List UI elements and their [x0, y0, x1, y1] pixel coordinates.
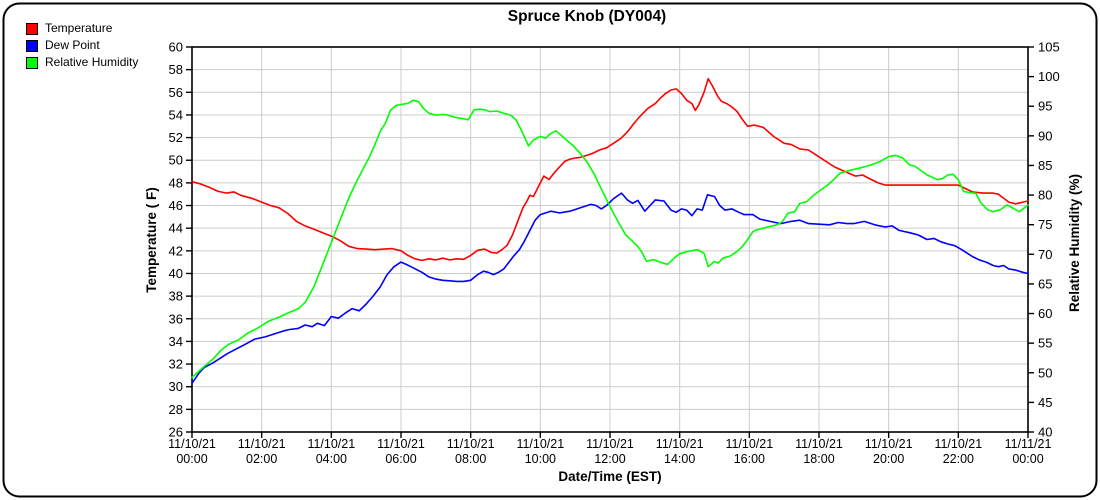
- x-tick-time: 18:00: [803, 452, 834, 466]
- y-left-tick-label: 34: [169, 334, 183, 349]
- chart-title: Spruce Knob (DY004): [508, 8, 666, 25]
- y-right-tick-label: 80: [1038, 188, 1052, 203]
- x-tick-time: 10:00: [525, 452, 556, 466]
- y-left-tick-label: 30: [169, 379, 183, 394]
- y-right-tick-label: 40: [1038, 425, 1052, 440]
- relative-humidity-swatch: [26, 56, 38, 69]
- x-tick-date: 11/10/21: [795, 437, 843, 451]
- x-tick-time: 00:00: [1012, 452, 1043, 466]
- x-tick-date: 11/10/21: [238, 437, 286, 451]
- x-axis-title: Date/Time (EST): [558, 469, 661, 484]
- dew-point-line: [191, 192, 1029, 385]
- y-left-tick-label: 46: [169, 198, 183, 213]
- y-left-tick-label: 40: [169, 266, 183, 281]
- y-left-tick-label: 48: [169, 175, 183, 190]
- y-right-tick-label: 90: [1038, 128, 1052, 143]
- legend: Temperature Dew Point Relative Humidity: [26, 22, 138, 73]
- y-left-tick-label: 28: [169, 402, 183, 417]
- tick-labels: 60 58 56 54 52 50 48 46 44 42 40 38 36 34 32 30 28 26 105 1…: [168, 40, 1060, 467]
- y-left-tick-label: 44: [169, 221, 183, 236]
- x-tick-date: 11/10/21: [725, 437, 773, 451]
- y-right-tick-label: 100: [1038, 69, 1060, 84]
- x-tick-date: 11/10/21: [377, 437, 425, 451]
- y-right-tick-label: 55: [1038, 336, 1052, 351]
- y-right-tick-label: 65: [1038, 276, 1052, 291]
- y-right-tick-label: 95: [1038, 99, 1052, 114]
- y-left-axis-title: Temperature ( F): [144, 187, 159, 293]
- legend-item-dew-point: Dew Point: [26, 39, 138, 52]
- x-tick-date: 11/10/21: [656, 437, 704, 451]
- x-tick-time: 04:00: [316, 452, 347, 466]
- y-left-tick-label: 36: [169, 311, 183, 326]
- dew-point-swatch: [26, 39, 38, 52]
- temperature-swatch: [26, 22, 38, 35]
- y-left-tick-label: 58: [169, 62, 183, 77]
- x-tick-date: 11/10/21: [516, 437, 564, 451]
- legend-label-relative-humidity: Relative Humidity: [45, 55, 139, 69]
- y-right-tick-label: 75: [1038, 217, 1052, 232]
- y-right-tick-label: 70: [1038, 247, 1052, 262]
- legend-label-dew-point: Dew Point: [45, 38, 100, 52]
- x-tick-time: 00:00: [176, 452, 207, 466]
- legend-item-relative-humidity: Relative Humidity: [26, 56, 138, 69]
- x-tick-time: 02:00: [246, 452, 277, 466]
- x-tick-date: 11/10/21: [934, 437, 982, 451]
- y-left-tick-label: 26: [169, 425, 183, 440]
- x-tick-time: 20:00: [873, 452, 904, 466]
- x-tick-time: 14:00: [664, 452, 695, 466]
- x-tick-date: 11/11/21: [1005, 437, 1052, 451]
- x-tick-time: 16:00: [734, 452, 765, 466]
- gridlines: [192, 47, 1028, 432]
- y-right-tick-label: 105: [1038, 40, 1060, 55]
- y-left-tick-label: 32: [169, 357, 183, 372]
- relative-humidity-line: [191, 99, 1029, 379]
- legend-label-temperature: Temperature: [45, 21, 113, 35]
- y-right-tick-label: 85: [1038, 158, 1052, 173]
- legend-item-temperature: Temperature: [26, 22, 138, 35]
- y-left-tick-label: 52: [169, 130, 183, 145]
- y-left-tick-label: 56: [169, 85, 183, 100]
- x-tick-time: 12:00: [594, 452, 625, 466]
- x-tick-time: 22:00: [943, 452, 974, 466]
- x-tick-date: 11/10/21: [865, 437, 913, 451]
- y-left-tick-label: 54: [169, 107, 183, 122]
- y-left-tick-label: 50: [169, 153, 183, 168]
- y-right-axis-title: Relative Humidity (%): [1067, 174, 1082, 312]
- y-left-tick-label: 38: [169, 289, 183, 304]
- y-left-tick-label: 42: [169, 243, 183, 258]
- x-tick-date: 11/10/21: [447, 437, 495, 451]
- axes: [186, 46, 1034, 438]
- y-right-tick-label: 60: [1038, 306, 1052, 321]
- x-tick-date: 11/10/21: [307, 437, 355, 451]
- y-right-tick-label: 45: [1038, 395, 1052, 410]
- y-right-tick-label: 50: [1038, 365, 1052, 380]
- series-lines: [191, 77, 1029, 385]
- x-tick-time: 06:00: [385, 452, 416, 466]
- x-tick-date: 11/10/21: [168, 437, 216, 451]
- temperature-line: [191, 77, 1029, 262]
- x-tick-date: 11/10/21: [586, 437, 634, 451]
- x-tick-time: 08:00: [455, 452, 486, 466]
- y-left-tick-label: 60: [169, 40, 183, 55]
